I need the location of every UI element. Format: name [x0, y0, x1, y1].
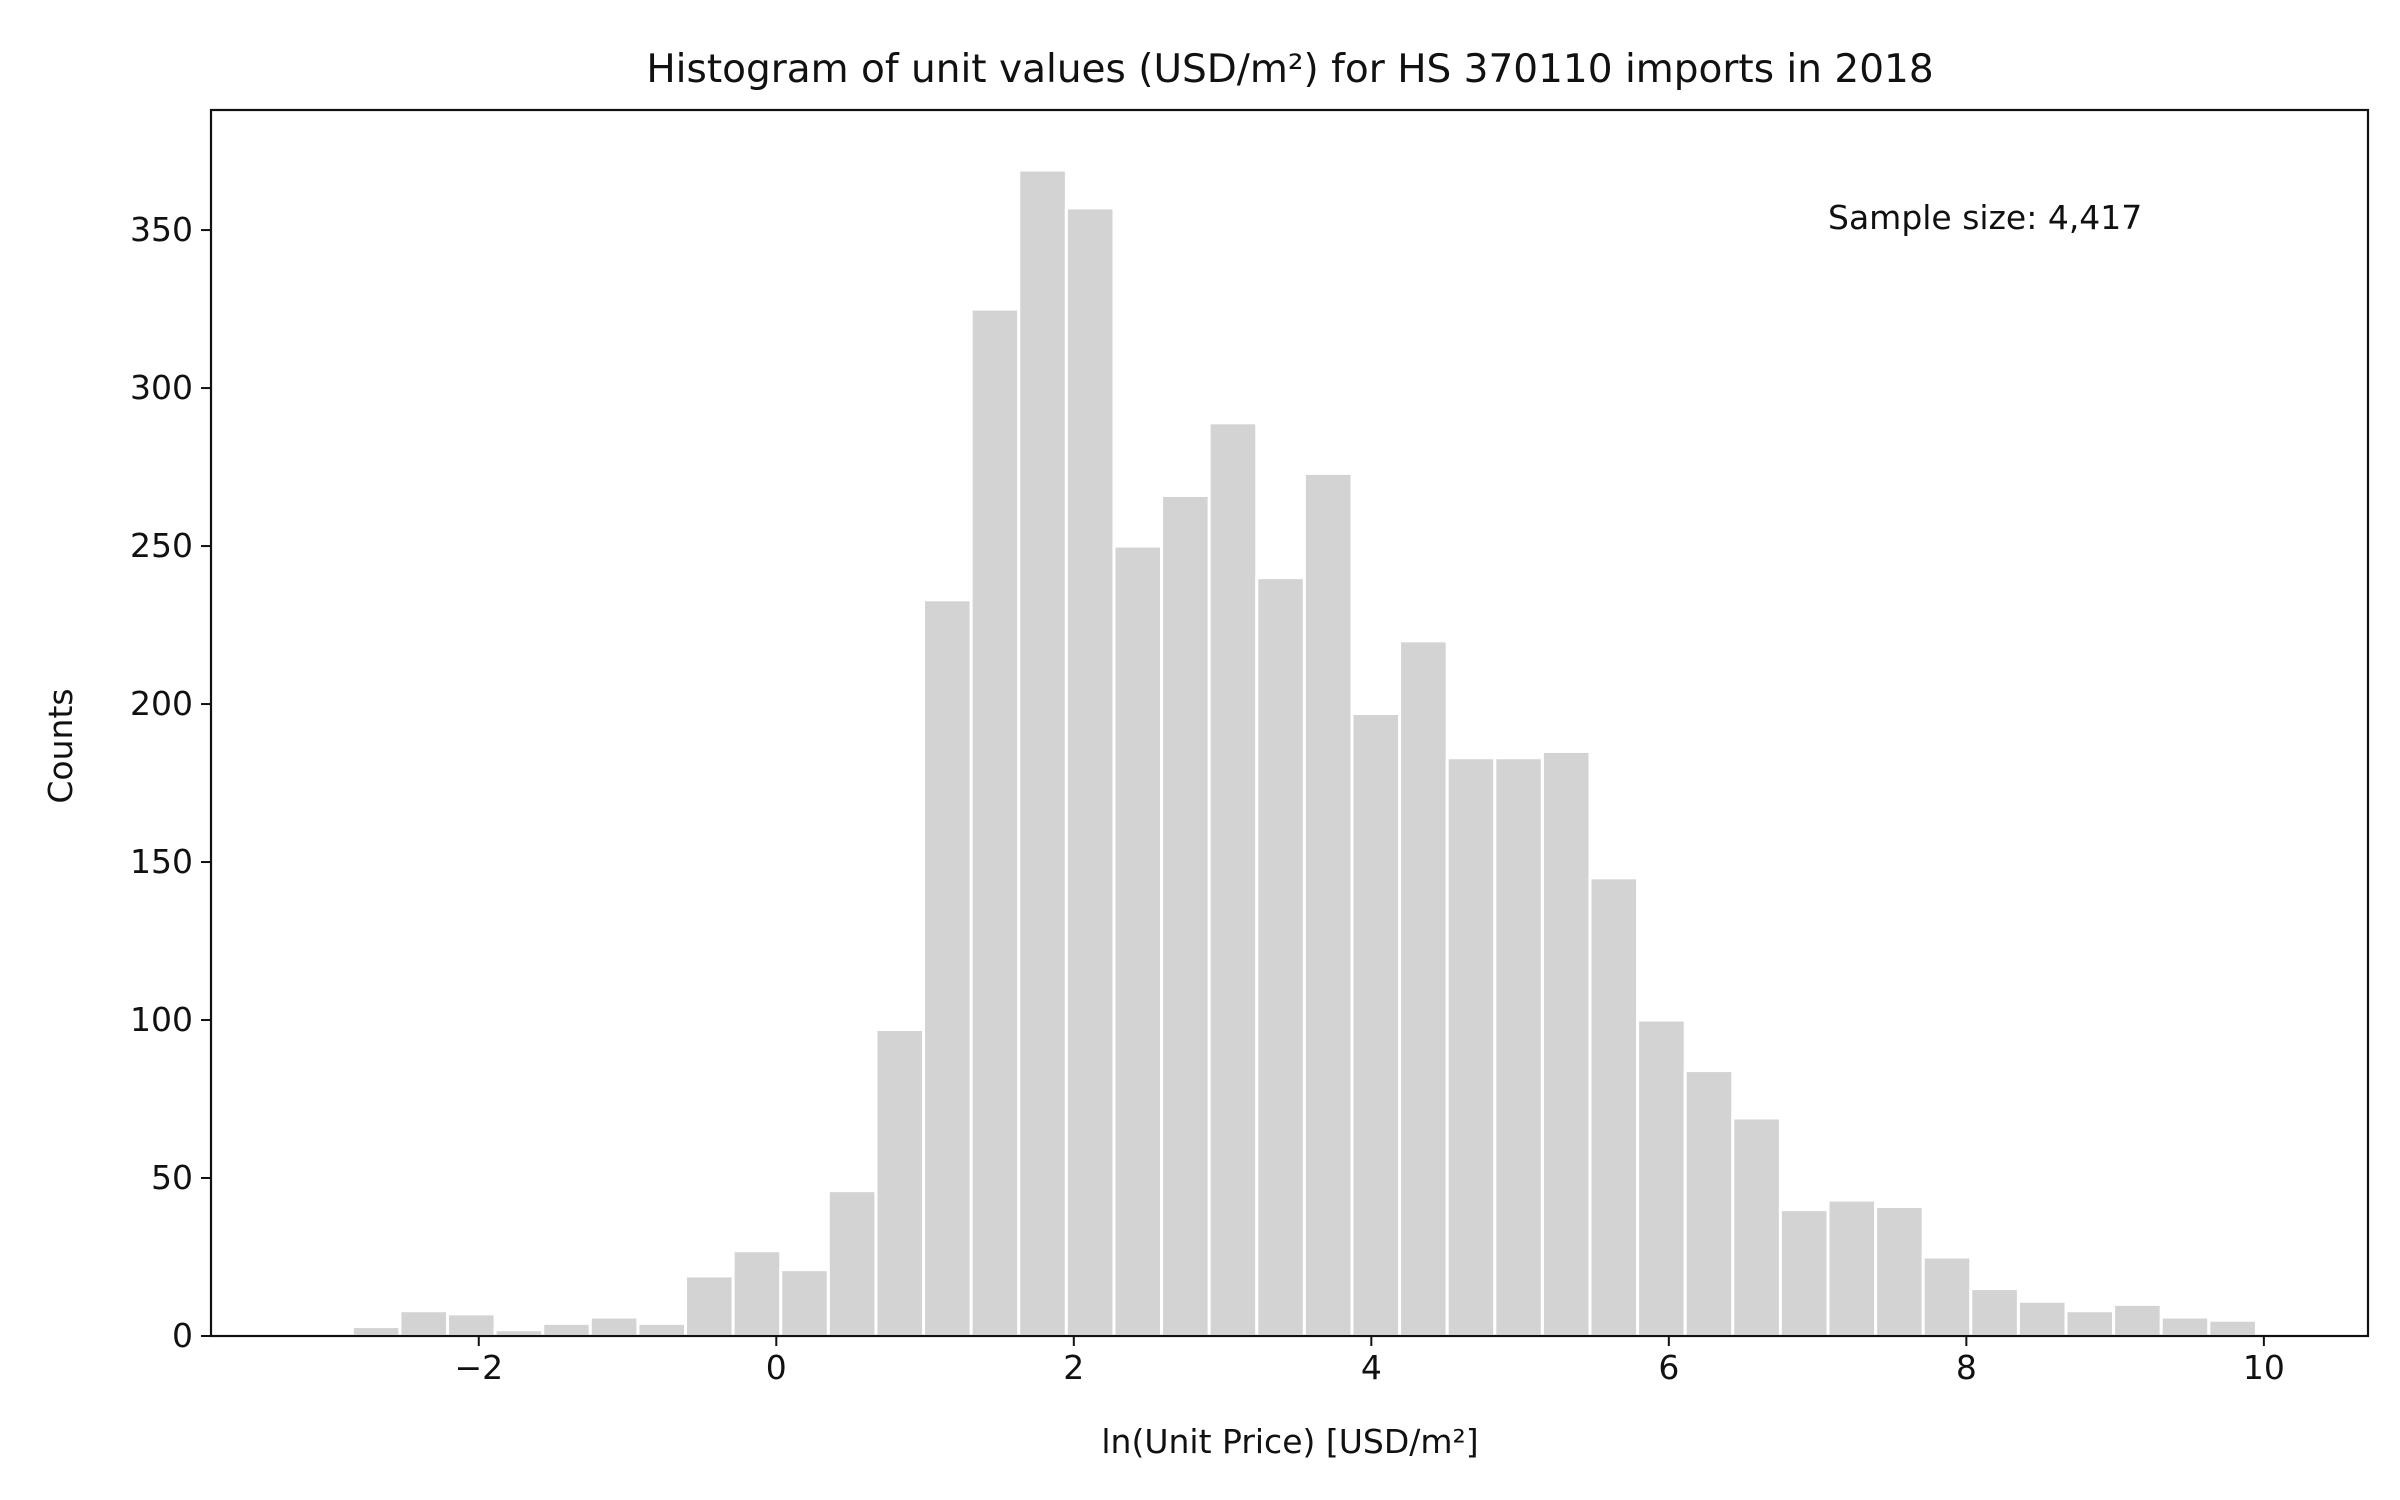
histogram-bar	[1826, 1198, 1878, 1338]
histogram-bar	[1540, 749, 1592, 1338]
sample-size-annotation: Sample size: 4,417	[1828, 198, 2142, 237]
histogram-bar	[1207, 421, 1259, 1338]
histogram-bar	[684, 1274, 735, 1338]
histogram-bar	[1445, 756, 1497, 1338]
y-tick-label: 0	[172, 1316, 193, 1355]
x-tick-label: 10	[2243, 1348, 2285, 1387]
histogram-bar	[2064, 1309, 2116, 1338]
histogram-bar	[1255, 576, 1306, 1338]
y-tick-label: 250	[130, 526, 193, 565]
histogram-bar	[588, 1315, 640, 1338]
histogram-bar	[1112, 544, 1164, 1338]
histogram-bar	[969, 307, 1021, 1338]
histogram-bar	[1350, 712, 1402, 1338]
histogram-bar	[1683, 1069, 1735, 1338]
histogram-bar	[779, 1268, 830, 1338]
histogram-bar	[1398, 639, 1449, 1338]
histogram-bar	[2159, 1315, 2211, 1338]
y-tick-label: 200	[130, 684, 193, 723]
y-tick-label: 100	[130, 1000, 193, 1039]
y-axis-ticks: 0 50 100 150 200 250 300 350	[130, 210, 211, 1355]
histogram-bar	[1160, 493, 1211, 1338]
x-tick-label: 4	[1361, 1348, 1382, 1387]
histogram-bar	[1874, 1204, 1925, 1338]
histogram-bar	[874, 1028, 926, 1338]
x-tick-label: 8	[1956, 1348, 1977, 1387]
chart-title: Histogram of unit values (USD/m²) for HS…	[646, 47, 1933, 92]
histogram-bar	[826, 1189, 878, 1338]
histogram-bar	[2016, 1299, 2068, 1338]
x-axis-label: ln(Unit Price) [USD/m²]	[1101, 1422, 1478, 1461]
histogram-bar	[1017, 168, 1068, 1338]
x-tick-label: 6	[1658, 1348, 1679, 1387]
histogram-bar	[1778, 1208, 1830, 1338]
histogram-bar	[1302, 471, 1354, 1338]
histogram-bar	[1064, 206, 1116, 1338]
histogram-bar	[1969, 1287, 2020, 1338]
histogram-bar	[1921, 1255, 1973, 1338]
histogram-bar	[398, 1309, 450, 1338]
y-tick-label: 300	[130, 368, 193, 407]
x-tick-label: 0	[766, 1348, 787, 1387]
histogram-bar	[922, 598, 973, 1338]
histogram-bar	[731, 1249, 783, 1338]
y-axis-label: Counts	[41, 688, 80, 803]
histogram-bar	[446, 1312, 497, 1338]
histogram-bar	[2207, 1318, 2258, 1338]
histogram-bar	[636, 1321, 688, 1338]
x-tick-label: −2	[454, 1348, 503, 1387]
histogram-bar	[541, 1321, 592, 1338]
x-axis-ticks: −2 0 2 4 6 8 10	[454, 1336, 2285, 1387]
plot-frame	[209, 108, 2370, 1338]
bars-layer	[350, 168, 2258, 1338]
y-tick-label: 150	[130, 842, 193, 881]
histogram-bar	[350, 1325, 402, 1338]
histogram-bar	[1588, 876, 1640, 1338]
x-tick-label: 2	[1063, 1348, 1084, 1387]
histogram-bar	[2112, 1302, 2163, 1338]
y-tick-label: 350	[130, 210, 193, 249]
histogram-bar	[1636, 1018, 1687, 1338]
y-tick-label: 50	[151, 1158, 193, 1197]
histogram-bar	[1731, 1116, 1782, 1338]
histogram-bar	[1493, 756, 1544, 1338]
